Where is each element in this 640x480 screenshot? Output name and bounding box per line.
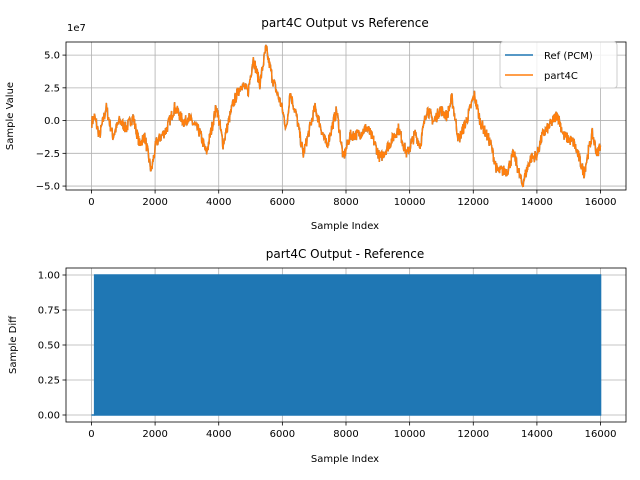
bottom-x-tick-label: 6000 bbox=[270, 429, 295, 440]
bottom-x-tick-label: 14000 bbox=[521, 429, 553, 440]
top-x-tick-label: 12000 bbox=[457, 197, 489, 208]
bottom-x-tick-label: 12000 bbox=[457, 429, 489, 440]
top-axes-frame bbox=[65, 41, 627, 191]
bottom-x-tick-label: 2000 bbox=[142, 429, 167, 440]
bottom-axes-frame bbox=[65, 267, 627, 423]
top-x-tick-label: 16000 bbox=[585, 197, 617, 208]
series-part4c-line bbox=[91, 44, 602, 188]
top-ylabel: Sample Value bbox=[5, 82, 16, 150]
bottom-ylabel: Sample Diff bbox=[8, 315, 19, 374]
legend-label-part4c: part4C bbox=[544, 71, 578, 82]
bottom-x-tick-label: 10000 bbox=[394, 429, 426, 440]
top-x-tick-label: 14000 bbox=[521, 197, 553, 208]
top-y-tick-label: 5.0 bbox=[44, 51, 60, 62]
top-x-tick-label: 0 bbox=[88, 197, 94, 208]
legend-label-ref: Ref (PCM) bbox=[544, 51, 593, 62]
legend: Ref (PCM) part4C bbox=[499, 41, 618, 89]
top-x-tick-label: 10000 bbox=[394, 197, 426, 208]
bottom-title: part4C Output - Reference bbox=[266, 247, 425, 261]
top-x-tick-label: 2000 bbox=[142, 197, 167, 208]
bottom-y-tick-label: 0.00 bbox=[38, 411, 60, 422]
diff-series-fill bbox=[93, 274, 602, 416]
top-title: part4C Output vs Reference bbox=[261, 16, 429, 30]
bottom-x-tick-label: 16000 bbox=[585, 429, 617, 440]
top-y-tick-label: 2.5 bbox=[44, 83, 60, 94]
bottom-x-tick-label: 8000 bbox=[333, 429, 358, 440]
bottom-y-tick-label: 1.00 bbox=[38, 271, 60, 282]
top-x-tick-label: 4000 bbox=[206, 197, 231, 208]
bottom-xlabel: Sample Index bbox=[311, 454, 379, 465]
bottom-y-tick-label: 0.25 bbox=[38, 376, 60, 387]
top-xlabel: Sample Index bbox=[311, 221, 379, 232]
top-y-tick-label: 0.0 bbox=[44, 116, 60, 127]
bottom-y-tick-label: 0.50 bbox=[38, 341, 60, 352]
legend-box bbox=[499, 41, 618, 89]
bottom-x-tick-label: 0 bbox=[88, 429, 94, 440]
top-x-tick-label: 6000 bbox=[270, 197, 295, 208]
top-y-tick-label: −5.0 bbox=[36, 182, 60, 193]
top-y-offset-label: 1e7 bbox=[67, 23, 86, 34]
bottom-axes: 0 2000 4000 6000 8000 10000 12000 14000 16000 0.0… bbox=[38, 267, 627, 440]
bottom-x-tick-label: 4000 bbox=[206, 429, 231, 440]
top-x-tick-label: 8000 bbox=[333, 197, 358, 208]
top-y-tick-label: −2.5 bbox=[36, 149, 60, 160]
bottom-y-tick-label: 0.75 bbox=[38, 306, 60, 317]
